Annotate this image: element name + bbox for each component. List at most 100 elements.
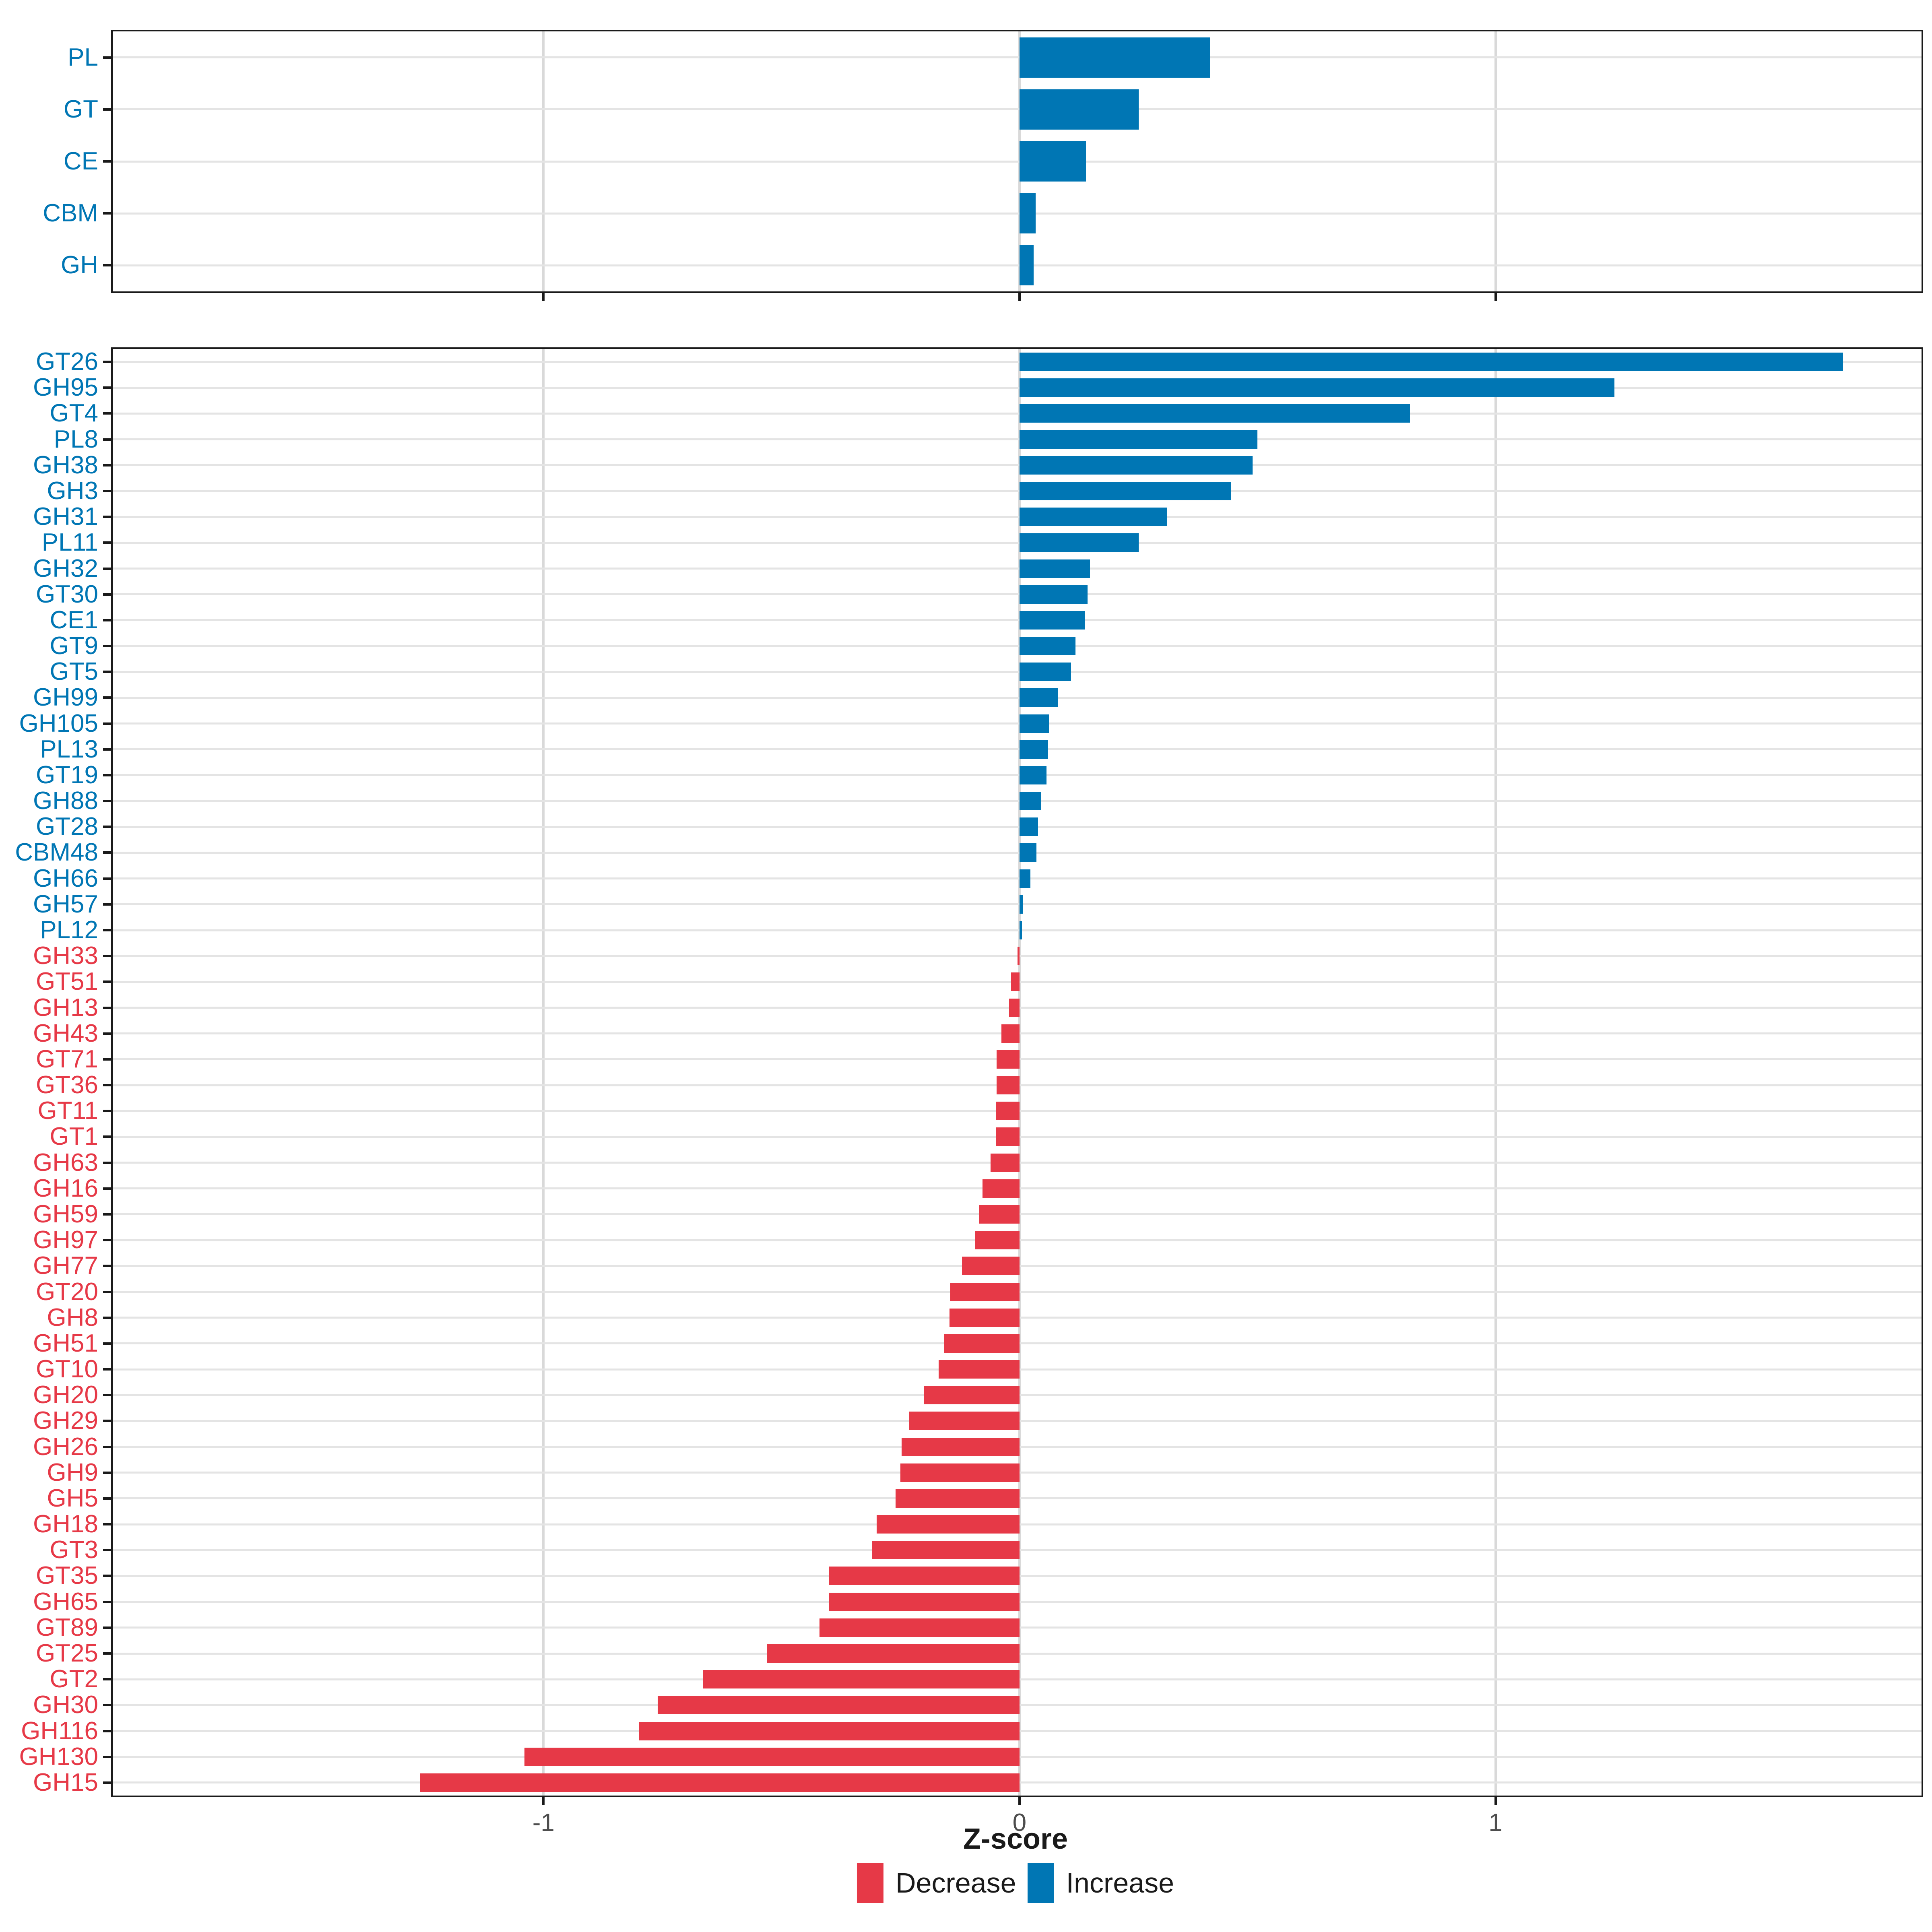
y-gridline	[113, 722, 1922, 725]
y-tick-mark	[103, 1497, 111, 1500]
bar-CBM48	[1019, 843, 1037, 862]
y-axis-label-GT71: GT71	[35, 1045, 98, 1073]
legend: Decrease Increase	[851, 1863, 1180, 1903]
bar-GT71	[997, 1050, 1020, 1069]
bar-GH33	[1018, 947, 1020, 966]
y-axis-label-PL12: PL12	[40, 916, 98, 944]
y-tick-mark	[103, 903, 111, 906]
y-axis-label-GH30: GH30	[33, 1691, 98, 1719]
y-tick-mark	[103, 56, 111, 59]
bar-GT3	[872, 1541, 1020, 1560]
y-axis-label-GH105: GH105	[19, 709, 98, 737]
y-tick-mark	[103, 438, 111, 441]
y-tick-mark	[103, 1006, 111, 1009]
y-axis-label-GT1: GT1	[50, 1123, 98, 1151]
y-axis-label-GT51: GT51	[35, 968, 98, 996]
bar-GT11	[996, 1102, 1020, 1121]
y-axis-label-GH33: GH33	[33, 942, 98, 970]
y-tick-mark	[103, 722, 111, 725]
y-tick-mark	[103, 1575, 111, 1577]
bar-GT51	[1011, 972, 1020, 991]
bar-GT28	[1019, 817, 1038, 836]
bar-GH15	[419, 1773, 1020, 1792]
y-tick-mark	[103, 1652, 111, 1655]
x-tick-mark	[1494, 293, 1497, 301]
y-tick-mark	[103, 541, 111, 544]
y-gridline	[113, 56, 1922, 59]
y-tick-mark	[103, 1032, 111, 1035]
y-axis-label-PL13: PL13	[40, 735, 98, 763]
y-axis-label-GH57: GH57	[33, 890, 98, 918]
bar-GH5	[896, 1489, 1020, 1508]
y-gridline	[113, 160, 1922, 163]
y-axis-label-GT5: GT5	[50, 658, 98, 686]
y-axis-label-GH9: GH9	[47, 1458, 98, 1486]
y-axis-label-GT9: GT9	[50, 632, 98, 660]
y-gridline	[113, 955, 1922, 957]
y-axis-label-GH15: GH15	[33, 1768, 98, 1796]
y-tick-mark	[103, 1342, 111, 1345]
x-tick-mark	[542, 1797, 545, 1805]
bar-GH51	[944, 1334, 1020, 1353]
y-axis-label-GT89: GT89	[35, 1613, 98, 1641]
bar-GH105	[1019, 714, 1049, 733]
y-gridline	[113, 671, 1922, 673]
y-gridline	[113, 774, 1922, 776]
y-gridline	[113, 748, 1922, 751]
y-gridline	[113, 108, 1922, 111]
y-axis-label-GH43: GH43	[33, 1019, 98, 1047]
y-tick-mark	[103, 1549, 111, 1552]
y-tick-mark	[103, 1704, 111, 1707]
y-axis-label-GH: GH	[61, 251, 98, 279]
y-axis-label-GT: GT	[63, 95, 98, 123]
y-axis-label-CE: CE	[63, 147, 98, 175]
y-axis-label-GH29: GH29	[33, 1407, 98, 1435]
y-tick-mark	[103, 1110, 111, 1113]
bar-GH63	[990, 1153, 1020, 1172]
y-axis-label-GT35: GT35	[35, 1562, 98, 1590]
bar-GT5	[1019, 663, 1071, 681]
y-axis-label-GT2: GT2	[50, 1665, 98, 1693]
y-tick-mark	[103, 877, 111, 880]
y-axis-label-CBM: CBM	[43, 199, 98, 227]
bar-GH66	[1019, 869, 1031, 888]
bar-GT26	[1019, 353, 1843, 372]
bar-GT4	[1019, 404, 1410, 423]
bar-GT1	[995, 1127, 1020, 1146]
y-tick-mark	[103, 1265, 111, 1267]
y-axis-label-GT20: GT20	[35, 1278, 98, 1306]
y-tick-mark	[103, 567, 111, 570]
y-axis-label-GT36: GT36	[35, 1071, 98, 1099]
bar-GH31	[1019, 508, 1167, 526]
y-axis-label-GH65: GH65	[33, 1587, 98, 1616]
y-gridline	[113, 696, 1922, 699]
y-gridline	[113, 903, 1922, 906]
bar-GT25	[767, 1644, 1020, 1663]
y-tick-mark	[103, 1290, 111, 1293]
y-gridline	[113, 264, 1922, 266]
y-gridline	[113, 593, 1922, 596]
y-tick-mark	[103, 489, 111, 492]
y-tick-mark	[103, 826, 111, 828]
bar-GH130	[524, 1747, 1020, 1766]
bar-GT19	[1019, 766, 1047, 784]
bar-GT30	[1019, 585, 1088, 604]
y-axis-label-GT19: GT19	[35, 761, 98, 789]
y-tick-mark	[103, 160, 111, 163]
y-axis-label-GH130: GH130	[19, 1742, 98, 1771]
bar-PL13	[1019, 740, 1048, 759]
y-tick-mark	[103, 1523, 111, 1526]
y-tick-mark	[103, 1368, 111, 1371]
x-tick-mark	[1018, 293, 1021, 301]
y-gridline	[113, 386, 1922, 389]
bar-GH18	[877, 1515, 1020, 1534]
bar-GH20	[924, 1386, 1020, 1405]
y-tick-mark	[103, 212, 111, 215]
y-axis-label-GT30: GT30	[35, 580, 98, 608]
bar-GH43	[1001, 1024, 1020, 1043]
y-tick-mark	[103, 696, 111, 699]
bar-GH95	[1019, 378, 1615, 397]
x-gridline	[1018, 349, 1021, 1796]
bar-GH38	[1019, 456, 1253, 475]
